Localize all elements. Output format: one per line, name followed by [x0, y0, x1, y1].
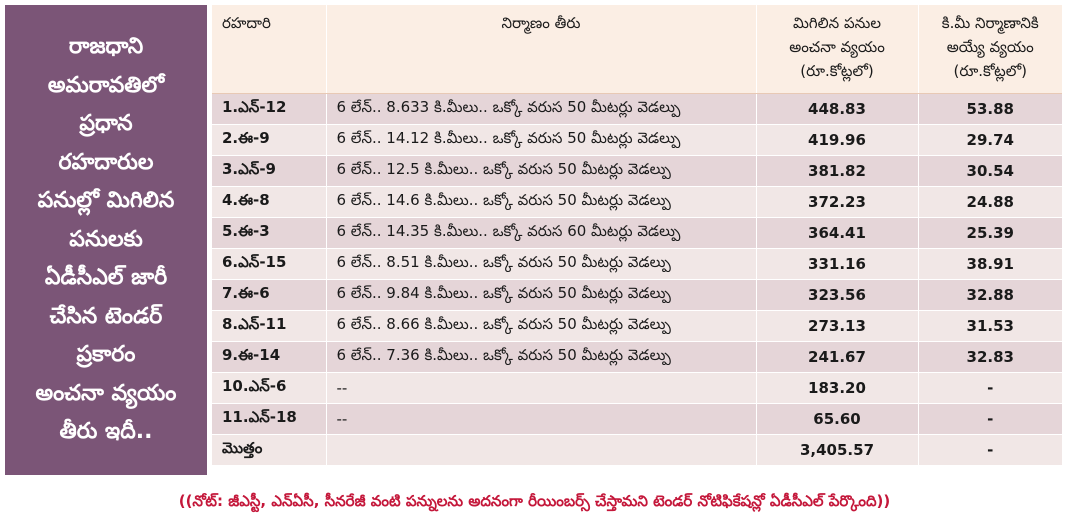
cell-road: 4.ఈ-8: [212, 186, 327, 218]
cell-remaining-cost: 419.96: [756, 124, 919, 156]
cell-construction: 6 లేన్.. 7.36 కి.మీలు.. ఒక్కో వరుస 50 మీ…: [326, 341, 757, 373]
title-line: తీరు ఇదీ..: [59, 419, 153, 445]
cell-road: 6.ఎన్-15: [212, 248, 327, 280]
cell-remaining-cost: 364.41: [756, 217, 919, 249]
cell-cost-per-km: 32.83: [918, 341, 1062, 373]
cell-remaining-cost: 448.83: [756, 93, 919, 125]
title-line: పనుల్లో మిగిలిన: [37, 188, 175, 214]
title-line: అమరావతిలో: [47, 72, 165, 98]
table-row: 10.ఎన్-6 -- 183.20-: [212, 372, 1062, 404]
table-header-row: రహదారి నిర్మాణం తీరు మిగిలిన పనుల అంచనా …: [212, 5, 1062, 94]
table-row: 4.ఈ-8 6 లేన్.. 14.6 కి.మీలు.. ఒక్కో వరుస …: [212, 186, 1062, 218]
cell-cost-per-km: -: [918, 372, 1062, 404]
cell-road: 1.ఎన్-12: [212, 93, 327, 125]
cell-road: 5.ఈ-3: [212, 217, 327, 249]
title-line: రహదారుల: [58, 149, 154, 175]
cell-remaining-cost: 273.13: [756, 310, 919, 342]
cell-construction: --: [326, 403, 757, 435]
cell-road: మొత్తం: [212, 434, 327, 466]
cell-road: 11.ఎన్-18: [212, 403, 327, 435]
cell-cost-per-km: 24.88: [918, 186, 1062, 218]
title-line: పనులకు: [69, 226, 143, 252]
table-row: 3.ఎన్-9 6 లేన్.. 12.5 కి.మీలు.. ఒక్కో వరు…: [212, 155, 1062, 187]
cell-remaining-cost: 65.60: [756, 403, 919, 435]
cell-cost-per-km: 53.88: [918, 93, 1062, 125]
title-line: ప్రధాన: [79, 111, 133, 137]
cell-cost-per-km: 30.54: [918, 155, 1062, 187]
footnote: ((నోట్: జీఎస్టీ, ఎన్ఏసీ, సీనరేజీ వంటి పన…: [178, 492, 891, 510]
title-panel: రాజధాని అమరావతిలో ప్రధాన రహదారుల పనుల్లో…: [5, 5, 207, 475]
title-line: ప్రకారం: [76, 342, 136, 368]
cell-construction: 6 లేన్.. 8.51 కి.మీలు.. ఒక్కో వరుస 50 మీ…: [326, 248, 757, 280]
cell-cost-per-km: 29.74: [918, 124, 1062, 156]
table-body: 1.ఎన్-12 6 లేన్.. 8.633 కి.మీలు.. ఒక్కో వ…: [212, 93, 1062, 466]
cell-construction: --: [326, 372, 757, 404]
table-row: 6.ఎన్-15 6 లేన్.. 8.51 కి.మీలు.. ఒక్కో వర…: [212, 248, 1062, 280]
cell-cost-per-km: -: [918, 434, 1062, 466]
cell-road: 9.ఈ-14: [212, 341, 327, 373]
cell-cost-per-km: 38.91: [918, 248, 1062, 280]
cell-construction: 6 లేన్.. 8.66 కి.మీలు.. ఒక్కో వరుస 50 మీ…: [326, 310, 757, 342]
cell-road: 8.ఎన్-11: [212, 310, 327, 342]
cell-remaining-cost: 183.20: [756, 372, 919, 404]
table-row: 1.ఎన్-12 6 లేన్.. 8.633 కి.మీలు.. ఒక్కో వ…: [212, 93, 1062, 125]
header-construction: నిర్మాణం తీరు: [326, 5, 757, 94]
cell-road: 10.ఎన్-6: [212, 372, 327, 404]
cell-remaining-cost: 323.56: [756, 279, 919, 311]
title-line: ఏడీసీఎల్ జారీ: [44, 265, 168, 291]
table-row: 5.ఈ-3 6 లేన్.. 14.35 కి.మీలు.. ఒక్కో వరుస…: [212, 217, 1062, 249]
header-remaining-cost: మిగిలిన పనుల అంచనా వ్యయం (రూ.కోట్లలో): [756, 5, 919, 94]
cell-remaining-cost: 241.67: [756, 341, 919, 373]
title-line: రాజధాని: [68, 34, 144, 60]
cell-road: 7.ఈ-6: [212, 279, 327, 311]
cell-construction: 6 లేన్.. 14.12 కి.మీలు.. ఒక్కో వరుస 50 మ…: [326, 124, 757, 156]
cell-remaining-cost: 3,405.57: [756, 434, 919, 466]
cell-cost-per-km: -: [918, 403, 1062, 435]
table-row: 8.ఎన్-11 6 లేన్.. 8.66 కి.మీలు.. ఒక్కో వర…: [212, 310, 1062, 342]
cell-construction: 6 లేన్.. 9.84 కి.మీలు.. ఒక్కో వరుస 50 మీ…: [326, 279, 757, 311]
cell-cost-per-km: 25.39: [918, 217, 1062, 249]
cell-remaining-cost: 372.23: [756, 186, 919, 218]
cell-road: 3.ఎన్-9: [212, 155, 327, 187]
cell-construction: 6 లేన్.. 12.5 కి.మీలు.. ఒక్కో వరుస 50 మీ…: [326, 155, 757, 187]
table-row: 2.ఈ-9 6 లేన్.. 14.12 కి.మీలు.. ఒక్కో వరుస…: [212, 124, 1062, 156]
cell-construction: 6 లేన్.. 14.6 కి.మీలు.. ఒక్కో వరుస 50 మీ…: [326, 186, 757, 218]
table-row: 7.ఈ-6 6 లేన్.. 9.84 కి.మీలు.. ఒక్కో వరుస …: [212, 279, 1062, 311]
header-cost-per-km: కి.మీ నిర్మాణానికి అయ్యే వ్యయం (రూ.కోట్ల…: [918, 5, 1062, 94]
cell-cost-per-km: 31.53: [918, 310, 1062, 342]
header-road: రహదారి: [212, 5, 327, 94]
cell-cost-per-km: 32.88: [918, 279, 1062, 311]
cell-remaining-cost: 331.16: [756, 248, 919, 280]
road-cost-table: రహదారి నిర్మాణం తీరు మిగిలిన పనుల అంచనా …: [212, 5, 1062, 466]
table-row: 11.ఎన్-18 -- 65.60-: [212, 403, 1062, 435]
cell-construction: 6 లేన్.. 14.35 కి.మీలు.. ఒక్కో వరుస 60 మ…: [326, 217, 757, 249]
cell-construction: [326, 434, 757, 466]
cell-road: 2.ఈ-9: [212, 124, 327, 156]
table-row: మొత్తం 3,405.57-: [212, 434, 1062, 466]
cell-construction: 6 లేన్.. 8.633 కి.మీలు.. ఒక్కో వరుస 50 మ…: [326, 93, 757, 125]
title-line: చేసిన టెండర్: [49, 303, 163, 329]
title-line: అంచనా వ్యయం: [35, 380, 177, 406]
cell-remaining-cost: 381.82: [756, 155, 919, 187]
table-row: 9.ఈ-14 6 లేన్.. 7.36 కి.మీలు.. ఒక్కో వరుస…: [212, 341, 1062, 373]
